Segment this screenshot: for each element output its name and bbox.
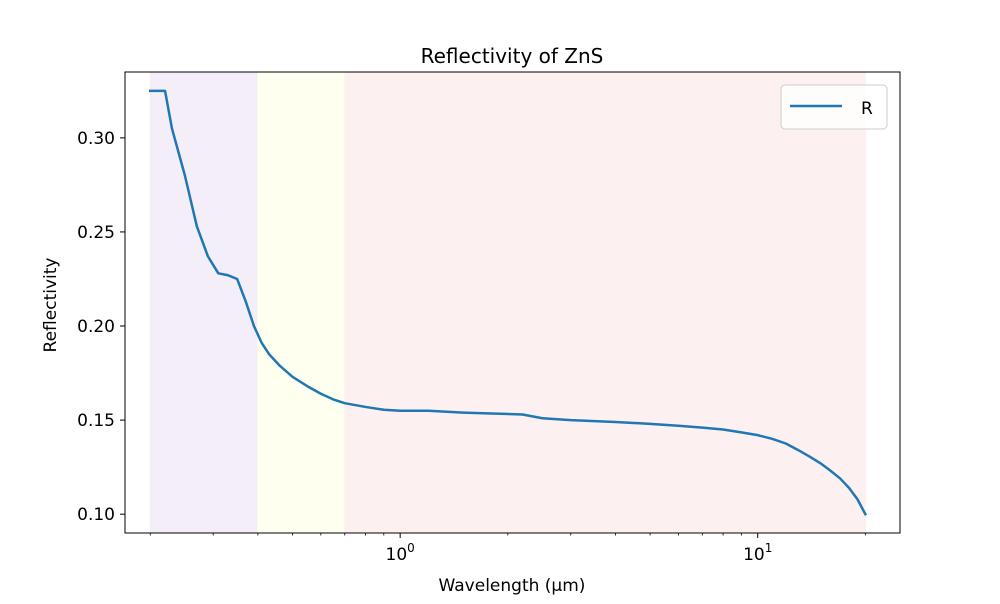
chart-title: Reflectivity of ZnS	[421, 44, 604, 68]
y-tick-label: 0.25	[77, 223, 115, 243]
series-line-r	[148, 89, 868, 516]
shaded-band-2	[344, 71, 866, 534]
y-tick-label: 0.10	[77, 505, 115, 525]
shaded-band-1	[257, 71, 346, 534]
y-tick-label: 0.20	[77, 317, 115, 337]
y-axis: 0.10 0.15 0.20 0.25 0.30	[77, 129, 125, 525]
x-tick-label: 101	[743, 541, 772, 565]
legend-label-r: R	[861, 99, 873, 119]
y-tick-label: 0.15	[77, 411, 115, 431]
x-axis-label: Wavelength (µm)	[439, 576, 586, 596]
y-axis-label: Reflectivity	[41, 258, 61, 353]
y-tick-label: 0.30	[77, 129, 115, 149]
x-tick-label: 100	[386, 541, 415, 565]
legend: R	[780, 84, 888, 130]
x-axis: 100 101	[149, 533, 866, 565]
line-layer	[148, 89, 868, 516]
shaded-band-0	[149, 71, 259, 534]
bands-layer	[149, 71, 866, 534]
plot-frame	[124, 71, 901, 534]
